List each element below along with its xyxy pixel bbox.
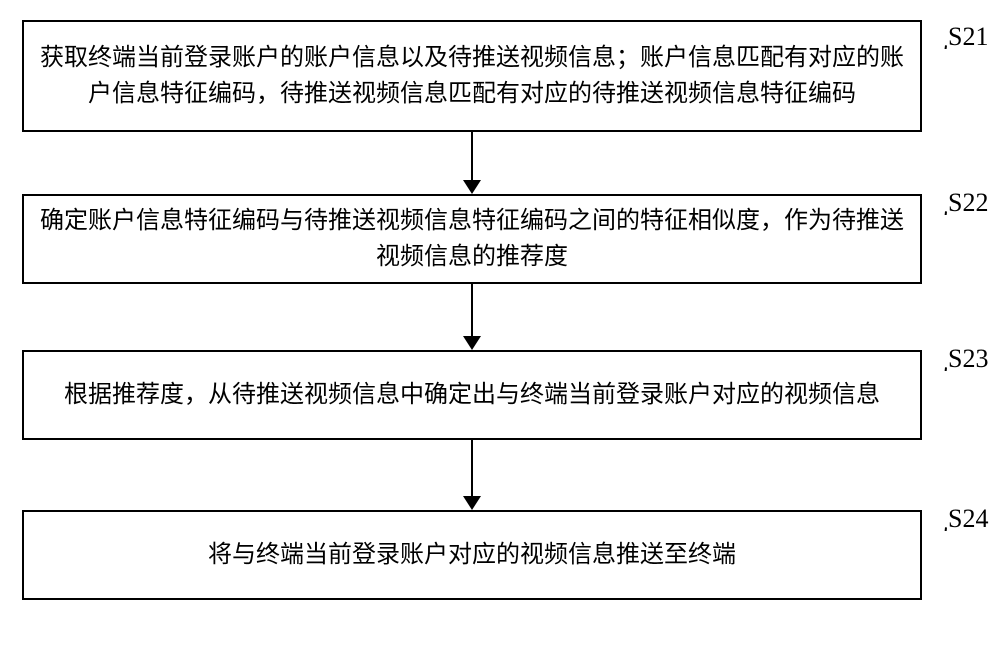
arrow-stem bbox=[471, 132, 473, 180]
step-text: 根据推荐度，从待推送视频信息中确定出与终端当前登录账户对应的视频信息 bbox=[64, 377, 880, 413]
step-text: 将与终端当前登录账户对应的视频信息推送至终端 bbox=[208, 537, 736, 573]
step-box-s23: 根据推荐度，从待推送视频信息中确定出与终端当前登录账户对应的视频信息 bbox=[22, 350, 922, 440]
step-label-s24: S24 bbox=[948, 504, 988, 534]
step-label-s22: S22 bbox=[948, 188, 988, 218]
arrow-head-icon bbox=[463, 180, 481, 194]
arrow-stem bbox=[471, 440, 473, 496]
step-box-s22: 确定账户信息特征编码与待推送视频信息特征编码之间的特征相似度，作为待推送视频信息… bbox=[22, 194, 922, 284]
step-box-s24: 将与终端当前登录账户对应的视频信息推送至终端 bbox=[22, 510, 922, 600]
arrow-head-icon bbox=[463, 496, 481, 510]
arrow-stem bbox=[471, 284, 473, 336]
step-label-s21: S21 bbox=[948, 22, 988, 52]
flowchart-canvas: 获取终端当前登录账户的账户信息以及待推送视频信息；账户信息匹配有对应的账户信息特… bbox=[0, 0, 1000, 664]
step-box-s21: 获取终端当前登录账户的账户信息以及待推送视频信息；账户信息匹配有对应的账户信息特… bbox=[22, 20, 922, 132]
step-text: 确定账户信息特征编码与待推送视频信息特征编码之间的特征相似度，作为待推送视频信息… bbox=[38, 203, 906, 275]
step-label-s23: S23 bbox=[948, 344, 988, 374]
arrow-head-icon bbox=[463, 336, 481, 350]
step-text: 获取终端当前登录账户的账户信息以及待推送视频信息；账户信息匹配有对应的账户信息特… bbox=[38, 40, 906, 112]
